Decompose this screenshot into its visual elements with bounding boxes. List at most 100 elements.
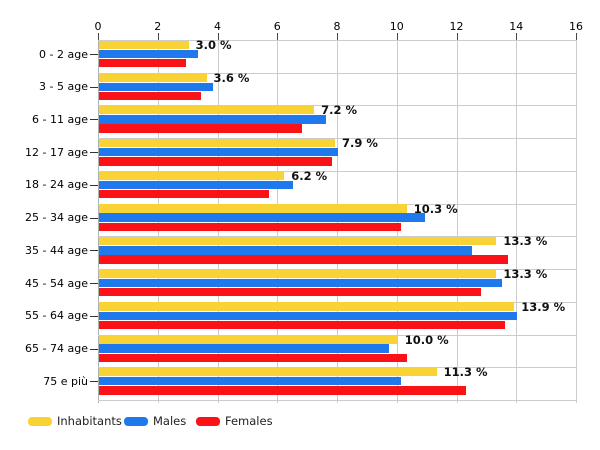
bar-males-65-74-age (99, 344, 389, 353)
bar-females-65-74-age (99, 353, 407, 362)
bar-females-6-11-age (99, 124, 303, 133)
y-axis-category-label: 6 - 11 age (32, 112, 88, 126)
bar-value-label: 3.6 % (213, 70, 250, 85)
x-axis-tick-label: 2 (154, 20, 162, 33)
x-axis-tick-label: 6 (273, 20, 281, 33)
bar-males-25-34-age (99, 213, 425, 222)
bar-females-75-e-pi (99, 386, 467, 395)
x-axis-tick-label: 0 (94, 20, 102, 33)
y-axis-tick (90, 54, 98, 55)
horizontal-gridline (98, 72, 576, 74)
legend-item-females[interactable]: Females (196, 413, 273, 429)
bar-females-3-5-age (99, 91, 201, 101)
horizontal-gridline (98, 236, 576, 238)
bar-value-label: 13.3 % (503, 234, 548, 249)
bar-females-25-34-age (99, 222, 401, 232)
horizontal-gridline (98, 105, 576, 107)
y-axis-category-label: 12 - 17 age (25, 145, 88, 159)
y-axis-category-label: 55 - 64 age (25, 309, 88, 323)
bar-females-55-64-age (99, 320, 506, 330)
bar-females-0-2-age (99, 59, 186, 68)
x-axis-tick (456, 33, 458, 40)
y-axis-tick (90, 250, 98, 252)
y-axis-category-label: 3 - 5 age (39, 80, 88, 94)
bar-males-75-e-pi (99, 377, 401, 386)
x-axis-tick (516, 33, 518, 40)
bar-value-label: 6.2 % (291, 168, 328, 183)
y-axis-category-label: 35 - 44 age (25, 243, 88, 257)
y-axis-tick (90, 184, 98, 186)
bar-inhabitants-75-e-pi (99, 367, 437, 377)
horizontal-gridline (98, 170, 576, 172)
legend-swatch-males (124, 416, 148, 426)
x-axis-tick-label: 10 (389, 20, 404, 33)
bar-value-label: 7.9 % (342, 136, 378, 151)
bar-inhabitants-0-2-age (99, 40, 189, 49)
y-axis-tick (90, 348, 98, 350)
legend-item-males[interactable]: Males (124, 413, 186, 429)
y-axis-tick (90, 283, 98, 285)
y-axis-category-label: 25 - 34 age (25, 211, 88, 225)
bar-inhabitants-6-11-age (99, 106, 315, 115)
bar-inhabitants-45-54-age (99, 269, 497, 279)
x-axis-tick (337, 33, 338, 40)
legend-label-inhabitants: Inhabitants (57, 414, 122, 428)
category-axis-line (98, 40, 99, 403)
vertical-gridline (516, 40, 518, 403)
legend-swatch-females (196, 416, 220, 426)
y-axis-category-label: 65 - 74 age (25, 342, 88, 356)
bar-inhabitants-25-34-age (99, 204, 407, 213)
x-axis-tick (576, 33, 577, 40)
legend-item-inhabitants[interactable]: Inhabitants (28, 413, 122, 429)
x-axis-tick-label: 12 (449, 20, 464, 33)
x-axis-tick (217, 33, 219, 40)
x-axis-tick (98, 33, 99, 40)
legend-swatch-inhabitants (28, 416, 52, 426)
bar-females-45-54-age (99, 288, 482, 297)
y-axis-category-label: 0 - 2 age (39, 47, 88, 61)
bar-value-label: 13.3 % (503, 267, 548, 282)
bar-males-3-5-age (99, 82, 213, 91)
y-axis-tick (90, 315, 98, 317)
legend-label-males: Males (153, 414, 187, 428)
bar-value-label: 7.2 % (321, 103, 357, 118)
y-axis-category-label: 75 e più (43, 374, 88, 388)
x-axis-tick-label: 4 (214, 20, 221, 33)
y-axis-category-label: 45 - 54 age (25, 276, 88, 290)
x-axis-tick-label: 8 (333, 20, 341, 33)
y-axis-tick (90, 152, 98, 154)
horizontal-gridline (98, 334, 576, 336)
bar-value-label: 10.0 % (404, 332, 449, 347)
horizontal-gridline (98, 367, 576, 369)
legend-label-females: Females (225, 414, 273, 428)
horizontal-gridline (98, 40, 576, 41)
horizontal-gridline (98, 269, 576, 271)
y-axis-tick (90, 381, 98, 383)
y-axis-tick (90, 217, 98, 219)
bar-inhabitants-3-5-age (99, 73, 207, 82)
bar-inhabitants-55-64-age (99, 302, 515, 311)
bar-males-55-64-age (99, 311, 518, 320)
vertical-gridline (456, 40, 458, 403)
bar-females-12-17-age (99, 157, 333, 166)
bar-females-35-44-age (99, 255, 509, 264)
bar-males-35-44-age (99, 246, 473, 255)
bar-value-label: 11.3 % (443, 365, 488, 380)
bar-males-45-54-age (99, 278, 503, 288)
x-axis-tick-label: 16 (569, 20, 583, 33)
bar-females-18-24-age (99, 189, 270, 199)
bar-males-6-11-age (99, 115, 327, 124)
bar-inhabitants-12-17-age (99, 138, 335, 148)
bar-males-18-24-age (99, 180, 294, 190)
horizontal-gridline (98, 138, 576, 140)
bar-males-12-17-age (99, 147, 338, 157)
vertical-gridline (576, 40, 577, 403)
x-axis-tick (157, 33, 159, 40)
horizontal-gridline (98, 400, 576, 401)
bar-inhabitants-65-74-age (99, 335, 398, 344)
bar-inhabitants-35-44-age (99, 236, 497, 246)
y-axis-tick (90, 119, 98, 121)
horizontal-gridline (98, 301, 576, 303)
bar-value-label: 10.3 % (413, 201, 458, 216)
